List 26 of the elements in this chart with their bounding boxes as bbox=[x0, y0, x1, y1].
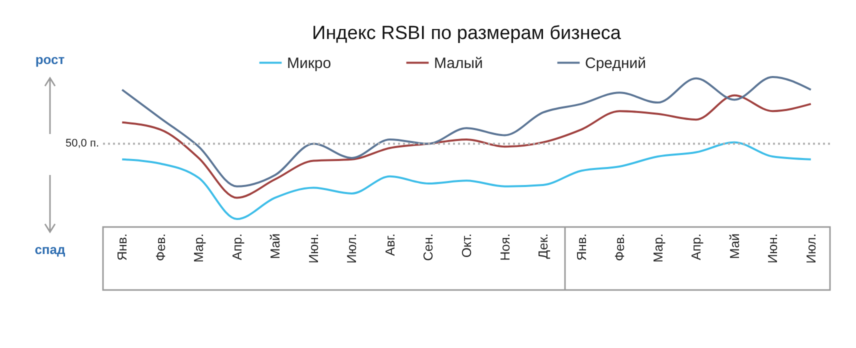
x-tick-label: Дек. bbox=[536, 234, 551, 259]
text: рост bbox=[35, 52, 65, 67]
x-tick-label: Янв. bbox=[114, 234, 130, 261]
x-tick-label: Ноя. bbox=[497, 234, 512, 261]
x-tick-label: Мар. bbox=[650, 234, 666, 263]
text: спад bbox=[34, 242, 66, 257]
ref-line-label: 50,0 п. bbox=[66, 138, 99, 150]
x-tick-label: Сен. bbox=[420, 234, 436, 261]
x-tick-label: Фев. bbox=[152, 234, 168, 262]
x-tick-label: Июн. bbox=[306, 234, 321, 264]
x-tick-label: Фев. bbox=[612, 234, 628, 262]
x-tick-label: Июн. bbox=[765, 234, 780, 264]
legend-label: Малый bbox=[434, 54, 483, 72]
x-tick-label: Апр. bbox=[688, 234, 704, 260]
legend-label: Микро bbox=[287, 54, 332, 72]
x-tick-label: Янв. bbox=[574, 234, 589, 261]
x-tick-label: Окт. bbox=[459, 234, 474, 258]
x-tick-label: Июл. bbox=[344, 234, 360, 264]
x-tick-label: Май bbox=[268, 234, 283, 259]
x-tick-label: Мар. bbox=[191, 234, 206, 263]
x-tick-label: Май bbox=[726, 234, 742, 259]
x-tick-label: Апр. bbox=[229, 234, 244, 260]
legend-label: Средний bbox=[585, 54, 646, 72]
x-tick-label: Авг. bbox=[382, 234, 398, 256]
x-tick-label: Июл. bbox=[803, 234, 818, 264]
chart-title: Индекс RSBI по размерам бизнеса bbox=[312, 23, 622, 44]
